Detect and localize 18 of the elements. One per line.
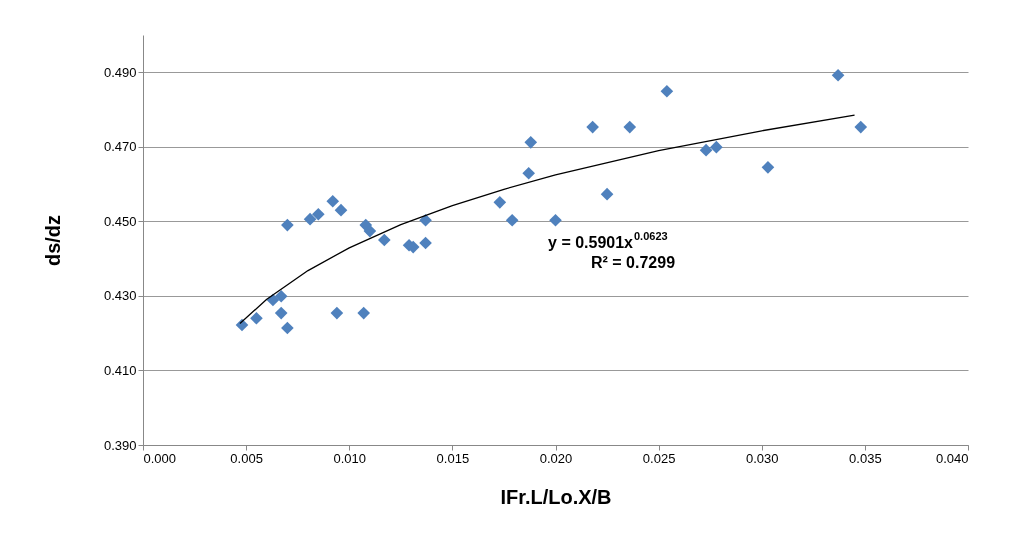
x-tick-label: 0.005 [230,450,263,466]
x-axis-title: IFr.L/Lo.X/B [500,485,612,508]
x-tick-label: 0.030 [745,450,779,466]
y-axis-title: ds/dz [41,214,64,267]
x-tick-label: 0.025 [642,450,676,466]
x-tick-label: 0.015 [436,450,470,466]
x-tick-label: 0.040 [935,450,969,466]
x-tick-label: 0.010 [333,450,367,466]
y-tick-label: 0.410 [103,362,137,378]
y-tick-label: 0.450 [103,213,137,229]
x-tick-label: 0.020 [539,450,573,466]
x-tick-label: 0.035 [849,450,882,466]
x-tick-label: 0.000 [143,450,177,466]
y-tick-label: 0.430 [103,288,137,304]
annotation: R² = 0.7299 [590,254,676,271]
y-tick-label: 0.390 [103,437,137,453]
y-tick-label: 0.490 [103,64,137,80]
y-tick-label: 0.470 [103,139,137,155]
